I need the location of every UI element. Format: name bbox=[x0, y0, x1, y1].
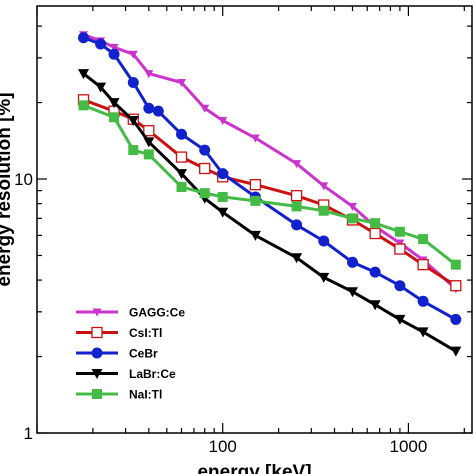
data-point bbox=[152, 105, 164, 117]
legend-marker bbox=[91, 326, 103, 339]
data-point bbox=[176, 128, 188, 140]
data-point bbox=[176, 169, 188, 180]
data-point bbox=[417, 295, 429, 307]
data-point bbox=[318, 235, 330, 247]
data-point bbox=[418, 234, 429, 245]
legend-entry: CeBr bbox=[129, 347, 158, 361]
data-point bbox=[450, 346, 462, 357]
legend-marker bbox=[91, 347, 103, 359]
data-point bbox=[450, 313, 462, 325]
data-point bbox=[417, 327, 429, 338]
data-point bbox=[318, 205, 329, 216]
series-4 bbox=[78, 100, 461, 270]
data-point bbox=[369, 300, 381, 311]
data-point bbox=[417, 259, 429, 271]
series-line bbox=[82, 33, 457, 290]
data-point bbox=[394, 243, 406, 255]
data-point bbox=[370, 218, 381, 229]
data-point bbox=[217, 191, 228, 202]
data-point bbox=[199, 188, 210, 199]
series-3 bbox=[78, 69, 462, 357]
data-point bbox=[199, 144, 211, 156]
legend-entry: CsI:Tl bbox=[129, 326, 162, 340]
data-point bbox=[347, 256, 359, 268]
data-point bbox=[394, 314, 406, 325]
legend-marker bbox=[92, 308, 102, 317]
y-axis-label: energy resolution [%] bbox=[0, 92, 15, 286]
x-axis-label: energy [keV] bbox=[197, 462, 311, 474]
series-2 bbox=[78, 32, 462, 325]
legend-entry: LaBr:Ce bbox=[129, 367, 176, 381]
data-point bbox=[217, 207, 229, 218]
data-point bbox=[250, 134, 260, 143]
y-tick-label: 1 bbox=[24, 424, 33, 443]
data-point bbox=[200, 104, 210, 113]
data-point bbox=[143, 102, 155, 114]
data-point bbox=[291, 219, 303, 231]
data-point bbox=[109, 43, 119, 52]
data-point bbox=[176, 182, 187, 193]
data-point bbox=[291, 201, 302, 212]
data-point bbox=[394, 226, 405, 237]
data-point bbox=[108, 48, 120, 60]
data-point bbox=[249, 179, 262, 191]
data-point bbox=[175, 151, 188, 163]
data-point bbox=[347, 213, 358, 224]
x-tick-label: 100 bbox=[209, 437, 237, 456]
data-point bbox=[450, 280, 462, 292]
data-point bbox=[143, 149, 154, 160]
data-point bbox=[347, 287, 359, 298]
data-point bbox=[319, 182, 329, 191]
data-point bbox=[109, 112, 120, 123]
data-point bbox=[450, 259, 461, 270]
legend-marker bbox=[91, 369, 103, 379]
data-point bbox=[78, 100, 89, 111]
data-point bbox=[199, 162, 211, 175]
data-point bbox=[369, 266, 381, 278]
data-point bbox=[95, 82, 107, 93]
data-point bbox=[318, 272, 330, 283]
data-point bbox=[144, 70, 154, 79]
y-tick-label: 10 bbox=[14, 170, 33, 189]
plot-frame bbox=[36, 5, 473, 434]
data-point bbox=[249, 230, 261, 241]
data-point bbox=[369, 227, 381, 240]
data-point bbox=[95, 38, 107, 50]
data-point bbox=[250, 195, 261, 206]
data-point bbox=[292, 160, 302, 169]
legend: GAGG:Ce CsI:Tl CeBr LaBr:Ce NaI:Tl bbox=[76, 306, 185, 402]
legend-marker bbox=[92, 389, 102, 399]
data-point bbox=[143, 137, 155, 148]
data-point bbox=[348, 202, 358, 211]
data-point bbox=[217, 168, 229, 180]
data-point bbox=[127, 76, 139, 88]
data-point bbox=[108, 98, 120, 109]
series-line bbox=[82, 72, 457, 353]
data-point bbox=[218, 116, 228, 125]
series-layer bbox=[77, 31, 462, 357]
data-point bbox=[128, 50, 138, 59]
legend-entry: GAGG:Ce bbox=[129, 306, 185, 320]
tick-marks bbox=[36, 6, 472, 434]
data-point bbox=[128, 145, 139, 156]
data-point bbox=[291, 253, 303, 264]
data-point bbox=[177, 78, 187, 87]
data-point bbox=[78, 32, 90, 44]
tick-labels: 100 1000 1 10 bbox=[14, 170, 427, 456]
data-point bbox=[394, 280, 406, 292]
data-point bbox=[143, 125, 155, 137]
legend-entry: NaI:Tl bbox=[129, 388, 162, 402]
data-point bbox=[78, 69, 90, 80]
data-point bbox=[290, 190, 303, 202]
data-point bbox=[127, 115, 139, 126]
x-tick-label: 1000 bbox=[389, 437, 427, 456]
